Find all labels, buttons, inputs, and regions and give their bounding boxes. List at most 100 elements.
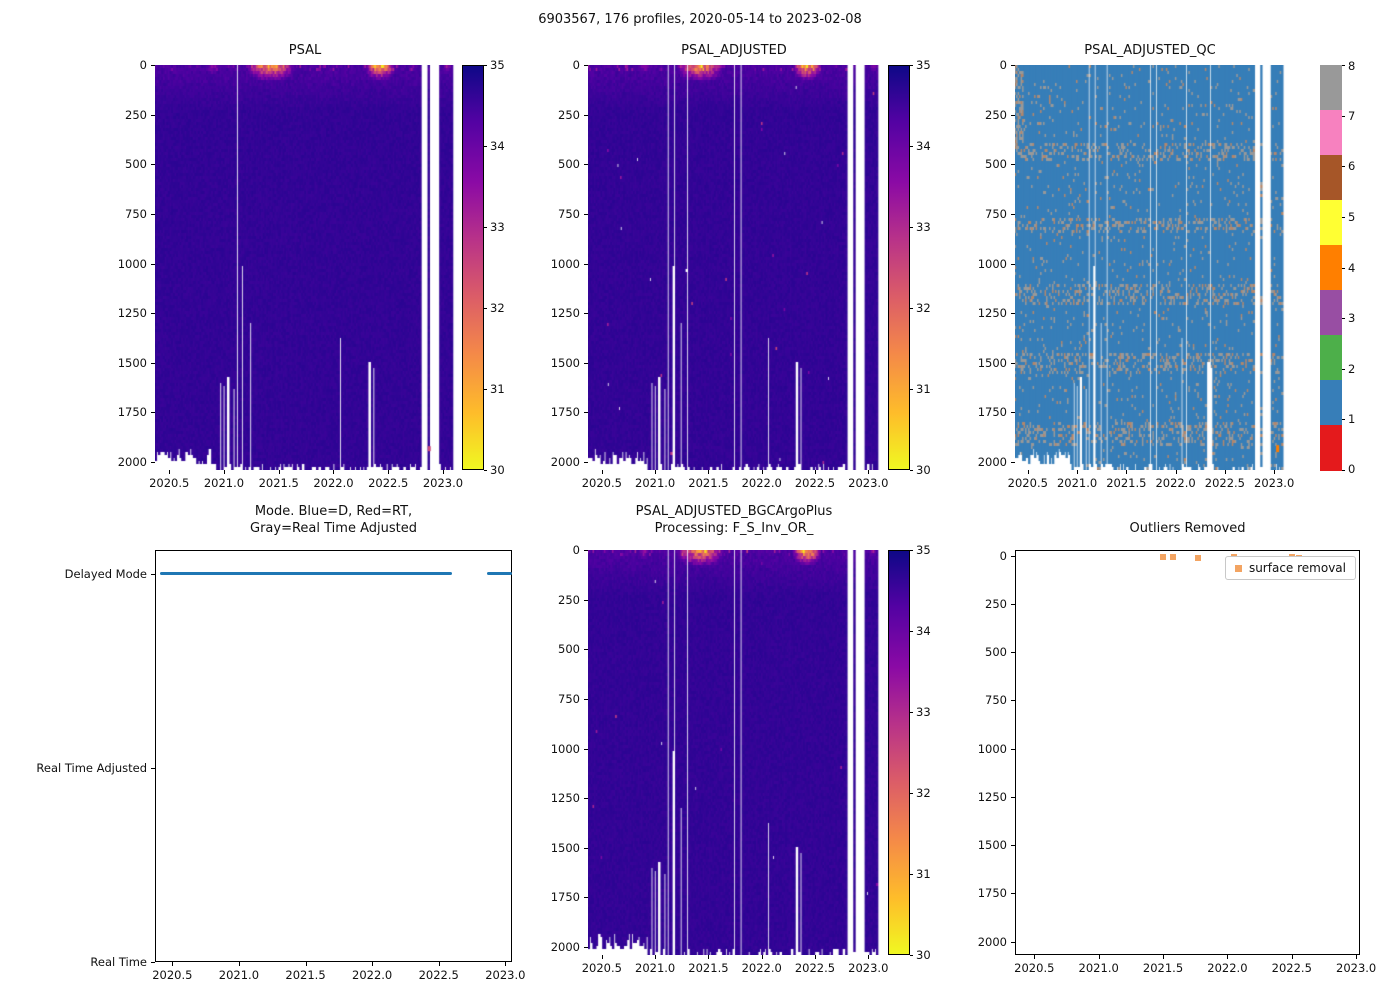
y-tick-mark (1011, 114, 1015, 116)
colorbar-tick-mark (1342, 470, 1345, 471)
y-tick-mark (584, 313, 588, 315)
qc-colorbar-tick-label: 8 (1348, 59, 1356, 73)
outliers-y-tick-label: 500 (985, 645, 1007, 660)
mode-x-tick-label: 2022.0 (352, 968, 393, 982)
qc-y-tick-label: 2000 (977, 455, 1007, 470)
colorbar-tick-mark (484, 146, 487, 147)
x-tick-mark (1163, 955, 1165, 959)
outliers-y-tick-label: 250 (985, 597, 1007, 611)
colorbar-tick-mark (1342, 166, 1345, 168)
psal-x-tick-label: 2021.0 (203, 476, 245, 490)
y-tick-mark (584, 649, 588, 651)
colorbar-tick-mark (1342, 115, 1345, 117)
y-tick-mark (584, 897, 588, 899)
psal_adjusted-y-tick-label: 0 (572, 58, 580, 72)
psal_adjusted-colorbar-tick-label: 31 (916, 382, 931, 396)
outliers-y-tick-label: 1250 (977, 789, 1007, 804)
x-tick-mark (1291, 955, 1293, 959)
colorbar-tick-mark (484, 470, 487, 471)
psal_adjusted-x-tick-label: 2022.5 (794, 476, 836, 490)
bgc-y-tick-label: 750 (558, 691, 580, 706)
x-tick-mark (1227, 955, 1229, 959)
x-tick-mark (814, 955, 816, 959)
qc-colorbar-tick-label: 1 (1348, 412, 1356, 427)
psal-y-tick-label: 1500 (117, 355, 147, 370)
bgc-colorbar-tick-label: 34 (916, 624, 931, 638)
bgc-y-tick-label: 500 (558, 642, 580, 657)
y-tick-mark (1011, 700, 1015, 702)
y-tick-mark (151, 114, 155, 116)
bgc-y-tick-label: 1000 (550, 741, 580, 756)
subplot-title-mode-line1: Mode. Blue=D, Red=RT, (254, 504, 413, 519)
psal-y-tick-label: 1750 (117, 405, 147, 420)
x-tick-mark (814, 470, 816, 474)
outlier-point (1194, 554, 1201, 561)
subplot-title-mode-line2: Gray=Real Time Adjusted (250, 521, 417, 536)
y-tick-mark (1011, 845, 1015, 847)
y-tick-mark (584, 599, 588, 601)
x-tick-mark (1034, 955, 1036, 959)
psal-colorbar-tick-label: 32 (490, 301, 505, 315)
mode-axes (155, 550, 512, 962)
outliers-x-tick-label: 2023.0 (1336, 961, 1377, 975)
y-tick-mark (151, 573, 155, 575)
legend-label: surface removal (1248, 561, 1346, 575)
qc-colorbar-segment (1320, 110, 1342, 156)
psal-y-tick-label: 1250 (117, 306, 147, 321)
outliers-y-tick-label: 1500 (977, 838, 1007, 853)
colorbar-tick-mark (910, 308, 913, 309)
colorbar-tick-mark (910, 793, 913, 794)
bgc-x-tick-label: 2021.5 (688, 961, 729, 975)
mode-line-segment (160, 572, 453, 576)
psal-y-tick-label: 250 (125, 107, 147, 122)
psal-y-tick-label: 500 (125, 157, 147, 172)
psal_adjusted-y-tick-label: 250 (558, 107, 580, 122)
colorbar-tick-mark (484, 308, 487, 309)
psal-colorbar-tick-label: 30 (490, 463, 505, 477)
x-tick-mark (655, 955, 657, 959)
qc-y-tick-label: 500 (985, 157, 1007, 172)
y-tick-mark (1011, 313, 1015, 315)
qc-y-tick-label: 750 (985, 206, 1007, 221)
colorbar-tick-mark (1342, 368, 1345, 370)
y-tick-mark (151, 164, 155, 166)
colorbar-tick-mark (910, 550, 913, 551)
psal_adjusted-axes (588, 65, 880, 470)
qc-colorbar-segment (1320, 65, 1342, 111)
bgc-colorbar-tick-label: 30 (916, 948, 931, 962)
x-tick-mark (1356, 955, 1358, 959)
x-tick-mark (1126, 470, 1128, 474)
bgc-colorbar (888, 550, 910, 955)
subplot-title-psal-adjusted: PSAL_ADJUSTED (681, 43, 787, 58)
subplot-title-bgc-line1: PSAL_ADJUSTED_BGCArgoPlus (635, 504, 833, 519)
outliers-x-tick-label: 2020.5 (1014, 961, 1055, 975)
x-tick-mark (1027, 470, 1029, 474)
psal_adjusted-x-tick-label: 2021.0 (635, 476, 676, 490)
colorbar-tick-mark (1342, 65, 1345, 66)
colorbar-tick-mark (910, 65, 913, 66)
y-tick-mark (1011, 652, 1015, 654)
qc-colorbar-segment (1320, 335, 1342, 381)
qc-x-tick-label: 2020.5 (1007, 476, 1048, 490)
mode-category-label: Real Time (90, 955, 147, 969)
psal_adjusted-x-tick-label: 2023.0 (848, 476, 889, 490)
y-tick-mark (151, 213, 155, 215)
psal-colorbar-tick-label: 31 (490, 382, 505, 396)
mode-x-tick-label: 2020.5 (152, 968, 193, 982)
psal-x-tick-label: 2022.5 (368, 476, 409, 490)
subplot-title-outliers: Outliers Removed (1129, 521, 1246, 536)
bgc-y-tick-label: 250 (558, 592, 580, 607)
y-tick-mark (151, 65, 155, 66)
x-tick-mark (761, 470, 763, 474)
mode-x-tick-label: 2021.5 (285, 968, 326, 982)
y-tick-mark (1011, 263, 1015, 265)
outliers-x-tick-label: 2022.0 (1207, 961, 1248, 975)
y-tick-mark (584, 114, 588, 116)
legend-box: surface removal (1224, 556, 1356, 580)
qc-y-tick-label: 1750 (977, 405, 1007, 420)
psal-colorbar-tick-label: 33 (490, 220, 505, 234)
bgc-x-tick-label: 2021.0 (635, 961, 676, 975)
psal_adjusted-y-tick-label: 500 (558, 157, 580, 172)
psal_adjusted-heatmap-canvas (588, 65, 880, 470)
